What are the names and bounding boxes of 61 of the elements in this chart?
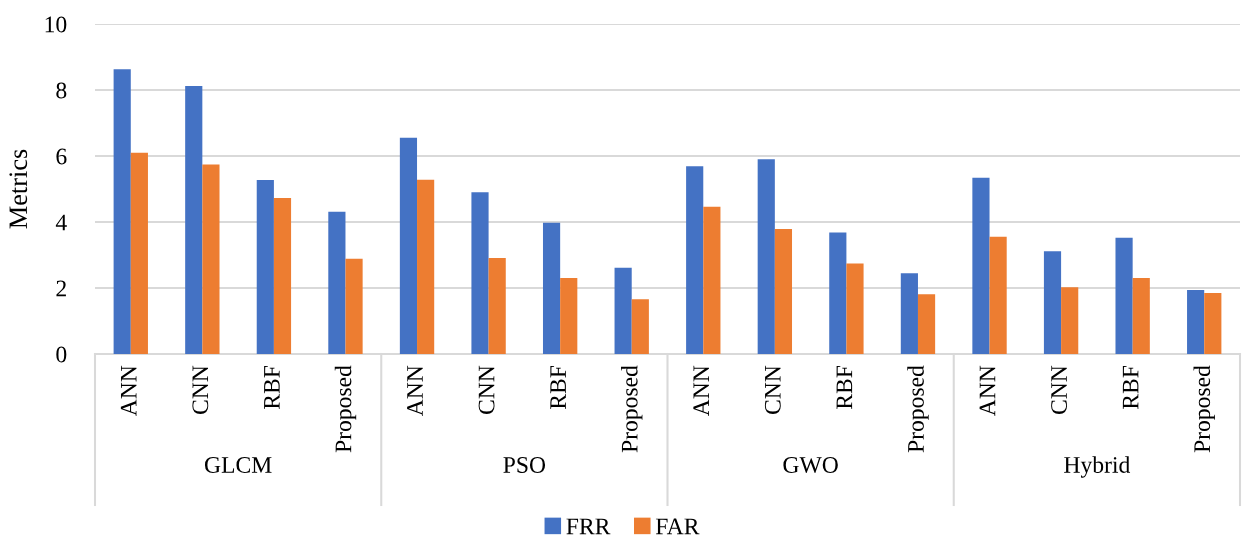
bar xyxy=(1132,278,1150,354)
y-tick-label: 10 xyxy=(45,16,67,33)
legend-label: FRR xyxy=(566,518,611,535)
y-tick-label: 6 xyxy=(56,148,67,165)
bar xyxy=(972,177,990,354)
bar xyxy=(989,236,1007,354)
x-tick-label: Proposed xyxy=(334,365,357,453)
bar xyxy=(113,69,131,354)
x-tick-label: CNN xyxy=(1051,365,1067,414)
bar xyxy=(256,180,274,354)
text: PSO xyxy=(503,457,546,473)
text: Hybrid xyxy=(1064,456,1131,478)
bar xyxy=(774,228,793,354)
bar xyxy=(130,152,148,354)
bar xyxy=(488,257,506,354)
bar xyxy=(1115,237,1133,354)
x-tick-label: RBF xyxy=(550,365,566,410)
bar xyxy=(1043,251,1062,354)
bar xyxy=(345,258,363,354)
bar xyxy=(846,263,864,354)
y-tick-label: 2 xyxy=(56,280,66,297)
bar xyxy=(1061,287,1079,354)
bar xyxy=(631,299,649,354)
bar xyxy=(185,86,203,354)
bar xyxy=(1187,289,1205,354)
bar xyxy=(399,137,418,354)
y-tick-label: 0 xyxy=(56,346,67,363)
x-tick-label: CNN xyxy=(478,365,495,414)
x-tick-label: CNN xyxy=(764,365,781,414)
bar xyxy=(328,211,346,354)
bar xyxy=(917,294,936,354)
bar xyxy=(686,166,704,354)
y-tick-label: 4 xyxy=(55,214,67,231)
x-tick-label: ANN xyxy=(693,365,709,417)
bar xyxy=(471,192,489,354)
bar xyxy=(614,267,632,354)
x-tick-label: ANN xyxy=(407,365,423,417)
x-tick-label: RBF xyxy=(1122,365,1139,410)
bar xyxy=(202,164,220,354)
bar xyxy=(703,206,721,354)
legend-label: FAR xyxy=(655,518,700,535)
x-tick-label: Proposed xyxy=(907,365,929,453)
bar xyxy=(273,197,292,354)
x-tick-label: CNN xyxy=(192,365,209,414)
x-tick-label: RBF xyxy=(264,365,280,410)
bar xyxy=(829,232,847,354)
x-tick-label: Proposed xyxy=(621,365,643,453)
y-axis-title: Metrics xyxy=(9,149,28,229)
x-tick-label: Proposed xyxy=(1193,365,1215,453)
x-tick-label: RBF xyxy=(836,365,853,410)
bar xyxy=(560,278,578,354)
y-tick-label: 8 xyxy=(56,82,67,99)
bar xyxy=(757,159,775,354)
bar xyxy=(542,222,561,354)
bar xyxy=(1204,292,1222,354)
text: GLCM xyxy=(204,457,272,473)
text: GWO xyxy=(783,457,838,474)
bar xyxy=(900,273,918,354)
x-tick-label: ANN xyxy=(120,365,137,417)
x-tick-label: ANN xyxy=(979,365,996,417)
bar xyxy=(417,179,435,354)
